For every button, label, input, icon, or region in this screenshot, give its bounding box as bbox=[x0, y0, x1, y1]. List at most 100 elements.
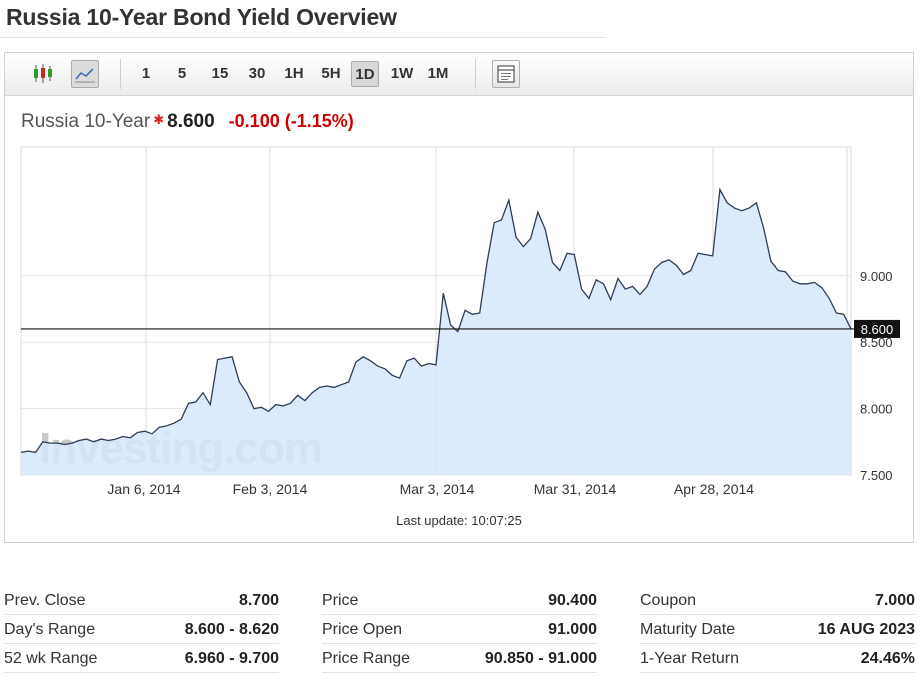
interval-30-button[interactable]: 30 bbox=[248, 65, 266, 82]
stat-value: 91.000 bbox=[548, 621, 597, 638]
data-point bbox=[457, 331, 459, 333]
stat-row: Maturity Date 16 AUG 2023 bbox=[640, 615, 915, 644]
line-chart-icon[interactable] bbox=[71, 60, 99, 88]
data-point bbox=[566, 252, 568, 254]
interval-1-button[interactable]: 1 bbox=[141, 65, 151, 82]
interval-1d-button[interactable]: 1D bbox=[351, 61, 379, 87]
stat-label: Day's Range bbox=[4, 621, 96, 638]
data-point bbox=[42, 441, 44, 443]
x-tick-label: Apr 28, 2014 bbox=[674, 481, 754, 497]
stat-label: Price Range bbox=[322, 650, 411, 667]
data-point bbox=[428, 363, 430, 365]
page-title: Russia 10-Year Bond Yield Overview bbox=[6, 4, 397, 30]
data-point bbox=[20, 452, 22, 454]
data-point bbox=[311, 392, 313, 394]
stat-label: 52 wk Range bbox=[4, 650, 98, 667]
interval-1h-button[interactable]: 1H bbox=[284, 65, 304, 82]
interval-1m-button[interactable]: 1M bbox=[427, 65, 449, 82]
data-point bbox=[799, 283, 801, 285]
data-point bbox=[180, 418, 182, 420]
data-point bbox=[443, 292, 445, 294]
data-point bbox=[668, 259, 670, 261]
stat-row: Price 90.400 bbox=[322, 586, 597, 615]
data-point bbox=[741, 210, 743, 212]
current-value-badge bbox=[854, 319, 900, 338]
stat-value: 90.850 - 91.000 bbox=[484, 650, 597, 667]
data-point bbox=[129, 437, 131, 439]
data-point bbox=[472, 314, 474, 316]
data-point bbox=[151, 433, 153, 435]
data-point bbox=[71, 442, 73, 444]
data-point bbox=[683, 274, 685, 276]
data-point bbox=[690, 270, 692, 272]
candlestick-chart-icon[interactable] bbox=[29, 60, 57, 88]
stat-label: Prev. Close bbox=[4, 592, 86, 609]
data-point bbox=[777, 270, 779, 272]
stat-value: 7.000 bbox=[874, 592, 915, 609]
data-point bbox=[588, 298, 590, 300]
data-point bbox=[93, 441, 95, 443]
quote-header: Russia 10-Year ✱ 8.600 -0.100 (-1.15%) bbox=[21, 111, 354, 133]
data-point bbox=[35, 452, 37, 454]
data-point bbox=[319, 387, 321, 389]
data-point bbox=[639, 294, 641, 296]
data-point bbox=[268, 411, 270, 413]
interval-1w-button[interactable]: 1W bbox=[390, 65, 414, 82]
instrument-name: Russia 10-Year bbox=[21, 111, 151, 132]
data-point bbox=[64, 444, 66, 446]
interval-15-button[interactable]: 15 bbox=[211, 65, 229, 82]
data-point bbox=[239, 381, 241, 383]
data-point bbox=[530, 238, 532, 240]
data-point bbox=[384, 368, 386, 370]
interval-5-button[interactable]: 5 bbox=[177, 65, 187, 82]
stat-row: Day's Range 8.600 - 8.620 bbox=[4, 615, 279, 644]
y-tick-label: 8.500 bbox=[860, 335, 893, 350]
stat-value: 8.700 bbox=[238, 592, 279, 609]
data-point bbox=[348, 381, 350, 383]
stat-row: Prev. Close 8.700 bbox=[4, 586, 279, 615]
data-point bbox=[57, 442, 59, 444]
toolbar-separator bbox=[475, 59, 476, 89]
data-point bbox=[501, 219, 503, 221]
data-point bbox=[544, 229, 546, 231]
interval-5h-button[interactable]: 5H bbox=[321, 65, 341, 82]
data-point bbox=[814, 282, 816, 284]
data-point bbox=[726, 202, 728, 204]
data-point bbox=[537, 211, 539, 213]
data-point bbox=[78, 440, 80, 442]
data-point bbox=[282, 405, 284, 407]
data-point bbox=[362, 356, 364, 358]
data-point bbox=[406, 360, 408, 362]
data-point bbox=[807, 283, 809, 285]
current-price: 8.600 bbox=[167, 111, 215, 132]
stat-row: 1-Year Return 24.46% bbox=[640, 644, 915, 673]
data-point bbox=[756, 202, 758, 204]
title-divider bbox=[0, 37, 606, 38]
data-point bbox=[399, 377, 401, 379]
data-point bbox=[574, 254, 576, 256]
data-point bbox=[821, 287, 823, 289]
data-point bbox=[610, 299, 612, 301]
data-point bbox=[654, 268, 656, 270]
data-point bbox=[792, 280, 794, 282]
data-point bbox=[646, 286, 648, 288]
data-point bbox=[464, 310, 466, 312]
table-view-icon[interactable] bbox=[492, 60, 520, 88]
data-point bbox=[413, 357, 415, 359]
data-point bbox=[166, 425, 168, 427]
data-point bbox=[595, 279, 597, 281]
data-point bbox=[122, 436, 124, 438]
price-change: -0.100 (-1.15%) bbox=[228, 111, 354, 131]
data-point bbox=[552, 262, 554, 264]
data-point bbox=[49, 442, 51, 444]
current-value-label: 8.600 bbox=[861, 322, 894, 337]
stat-label: Price Open bbox=[322, 621, 403, 638]
stat-value: 90.400 bbox=[548, 592, 597, 609]
data-point bbox=[508, 199, 510, 201]
data-point bbox=[625, 288, 627, 290]
data-point bbox=[370, 360, 372, 362]
data-point bbox=[217, 359, 219, 361]
data-point bbox=[712, 255, 714, 257]
data-point bbox=[108, 440, 110, 442]
series-line bbox=[20, 187, 852, 454]
